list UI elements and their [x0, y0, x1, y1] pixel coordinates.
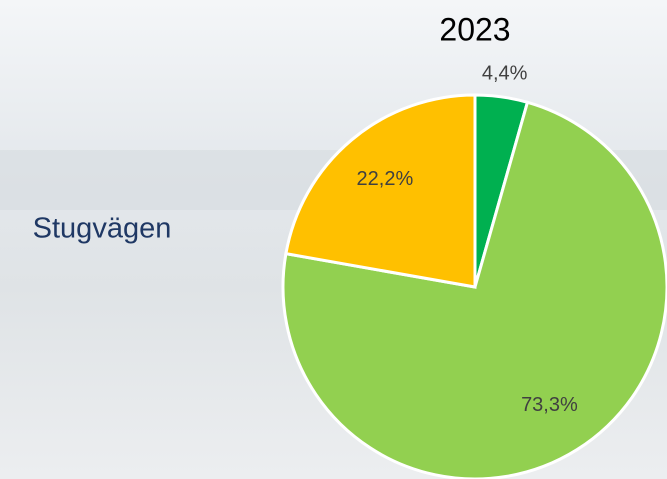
data-label: 4,4% — [482, 62, 528, 84]
annotation: Stugvägen — [33, 213, 172, 245]
pie-slice — [284, 93, 477, 289]
data-label: 73,3% — [521, 394, 578, 416]
data-label: 22,2% — [357, 168, 414, 190]
chart-title: 2023 — [439, 11, 510, 47]
pie-slice — [281, 100, 667, 479]
